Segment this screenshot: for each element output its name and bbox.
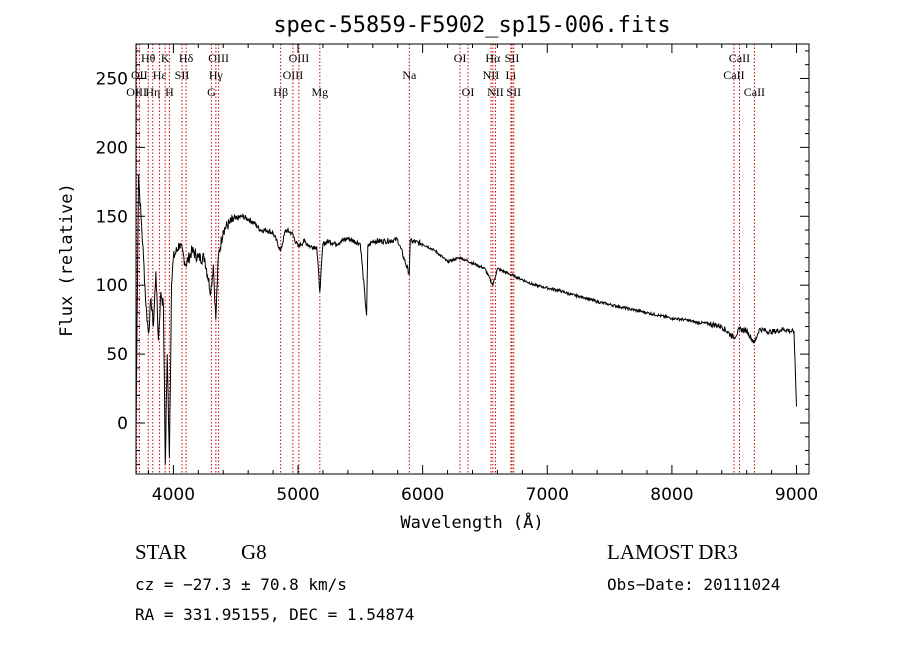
line-label: Hα: [485, 51, 501, 65]
line-label: Hβ: [273, 85, 288, 99]
x-tick-label: 6000: [401, 485, 444, 505]
line-label: OIII: [289, 51, 310, 65]
plot-frame: [135, 43, 810, 475]
line-label: OI: [462, 85, 475, 99]
line-label: K: [161, 51, 170, 65]
line-label: Hη: [145, 85, 160, 99]
line-label: SII: [175, 68, 190, 82]
line-label: Hε: [153, 68, 167, 82]
x-tick-label: 8000: [650, 485, 693, 505]
x-tick-label: 9000: [775, 485, 818, 505]
x-axis-label: Wavelength (Å): [400, 511, 543, 533]
line-label: CaII: [723, 68, 744, 82]
line-label: Hθ: [141, 51, 156, 65]
y-tick-label: 250: [96, 69, 128, 89]
line-label: OIII: [208, 51, 229, 65]
y-tick-label: 100: [96, 276, 128, 296]
line-label: NII: [487, 85, 504, 99]
line-label: CaII: [729, 51, 750, 65]
axis-ticks: 4000 5000 6000 7000 8000 9000 0 50 100 150 200 250: [96, 44, 818, 505]
chart-title: spec-55859-F5902_sp15-006.fits: [273, 13, 670, 38]
ra-dec-coordinates: RA = 331.95155, DEC = 1.54874: [135, 605, 415, 624]
line-label: CaII: [744, 85, 765, 99]
line-label: OI: [454, 51, 467, 65]
line-label: H: [165, 85, 174, 99]
line-label: G: [207, 85, 216, 99]
y-tick-label: 0: [117, 414, 128, 434]
y-tick-label: 200: [96, 138, 128, 158]
line-marker-layer: [136, 44, 755, 474]
x-tick-label: 5000: [276, 485, 319, 505]
line-label: SII: [505, 51, 520, 65]
y-tick-label: 50: [106, 345, 128, 365]
line-label: OIII: [283, 68, 304, 82]
line-label: Hδ: [179, 51, 194, 65]
spectrum-line: [135, 174, 797, 465]
x-tick-label: 7000: [526, 485, 569, 505]
line-label: Mg: [311, 85, 328, 99]
line-label: Na: [402, 68, 417, 82]
line-label: NII: [483, 68, 500, 82]
line-label: OIII: [126, 85, 147, 99]
observation-date: Obs−Date: 20111024: [607, 575, 781, 594]
line-label: OII: [131, 68, 148, 82]
survey-name: LAMOST DR3: [607, 540, 738, 564]
y-axis-label: Flux (relative): [57, 183, 77, 337]
object-subclass: G8: [241, 540, 267, 564]
line-label: Li: [506, 68, 517, 82]
redshift-velocity: cz = −27.3 ± 70.8 km/s: [135, 575, 347, 594]
object-class: STAR: [135, 540, 187, 564]
line-label: Hγ: [209, 68, 224, 82]
y-tick-label: 150: [96, 207, 128, 227]
x-tick-label: 4000: [152, 485, 195, 505]
spectrum-chart: 4000 5000 6000 7000 8000 9000050100150200250 …: [57, 13, 818, 533]
line-label: SII: [506, 85, 521, 99]
